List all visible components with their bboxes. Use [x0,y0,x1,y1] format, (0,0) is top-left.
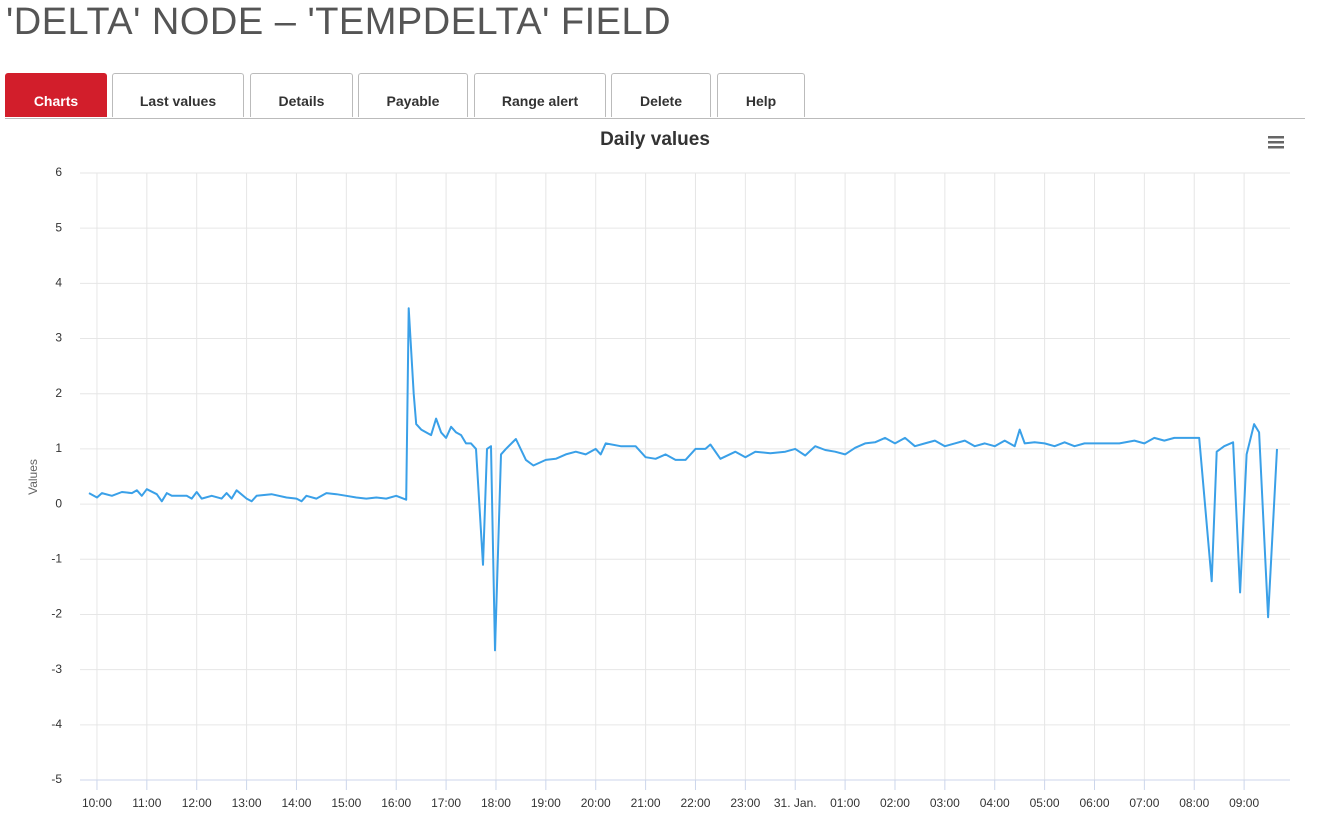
menu-bar [1268,141,1284,144]
menu-button[interactable] [1266,134,1286,150]
x-tick-label: 19:00 [531,796,561,810]
y-tick-label: -3 [51,662,62,676]
x-tick-label: 08:00 [1179,796,1209,810]
tab[interactable]: Delete [611,73,711,117]
x-tick-label: 05:00 [1030,796,1060,810]
y-tick-label: 5 [55,220,62,234]
y-tick-label: 3 [55,331,62,345]
x-tick-label: 01:00 [830,796,860,810]
tab[interactable]: Help [717,73,805,117]
y-tick-label: 6 [55,165,62,179]
y-tick-label: -5 [51,772,62,786]
data-line [88,307,1278,652]
x-tick-label: 09:00 [1229,796,1259,810]
x-tick-label: 07:00 [1129,796,1159,810]
x-tick-label: 04:00 [980,796,1010,810]
x-tick-label: 13:00 [232,796,262,810]
y-tick-label: 4 [55,276,62,290]
tab[interactable]: Details [250,73,353,117]
x-tick-label: 14:00 [281,796,311,810]
tab[interactable]: Range alert [474,73,606,117]
menu-bar [1268,146,1284,149]
x-tick-label: 21:00 [631,796,661,810]
x-tick-label: 10:00 [82,796,112,810]
chart: Daily values Values -5 -4 -3 -2 -1 0 1 2 3 4 5 6 10:… [26,129,1290,810]
x-tick-label: 16:00 [381,796,411,810]
tab[interactable]: Charts [5,73,107,117]
x-tick-label: 12:00 [182,796,212,810]
x-tick-label: 03:00 [930,796,960,810]
x-tick-label: 22:00 [680,796,710,810]
y-tick-label: -4 [51,717,62,731]
x-tick-label: 18:00 [481,796,511,810]
tab-bar: Charts Last values Details Payable Range ale… [5,73,1305,119]
x-tick-label: 02:00 [880,796,910,810]
y-tick-label: -1 [51,551,62,565]
x-tick-label: 17:00 [431,796,461,810]
menu-bar [1268,136,1284,139]
chart-title: Daily values [600,129,710,150]
x-tick-label: 11:00 [132,796,161,810]
x-tick-label: 06:00 [1079,796,1109,810]
x-tick-label: 23:00 [730,796,760,810]
y-tick-label: 1 [55,441,62,455]
x-tick-label: 31. Jan. [774,796,817,810]
x-tick-label: 20:00 [581,796,611,810]
y-tick-label: 0 [55,496,62,510]
y-tick-label: -2 [51,607,62,621]
x-tick-label: 15:00 [331,796,361,810]
tab[interactable]: Payable [358,73,468,117]
y-tick-label: 2 [55,386,62,400]
y-axis-label: Values [26,459,40,495]
page-title: 'DELTA' NODE – 'TEMPDELTA' FIELD [6,1,672,43]
tab[interactable]: Last values [112,73,244,117]
